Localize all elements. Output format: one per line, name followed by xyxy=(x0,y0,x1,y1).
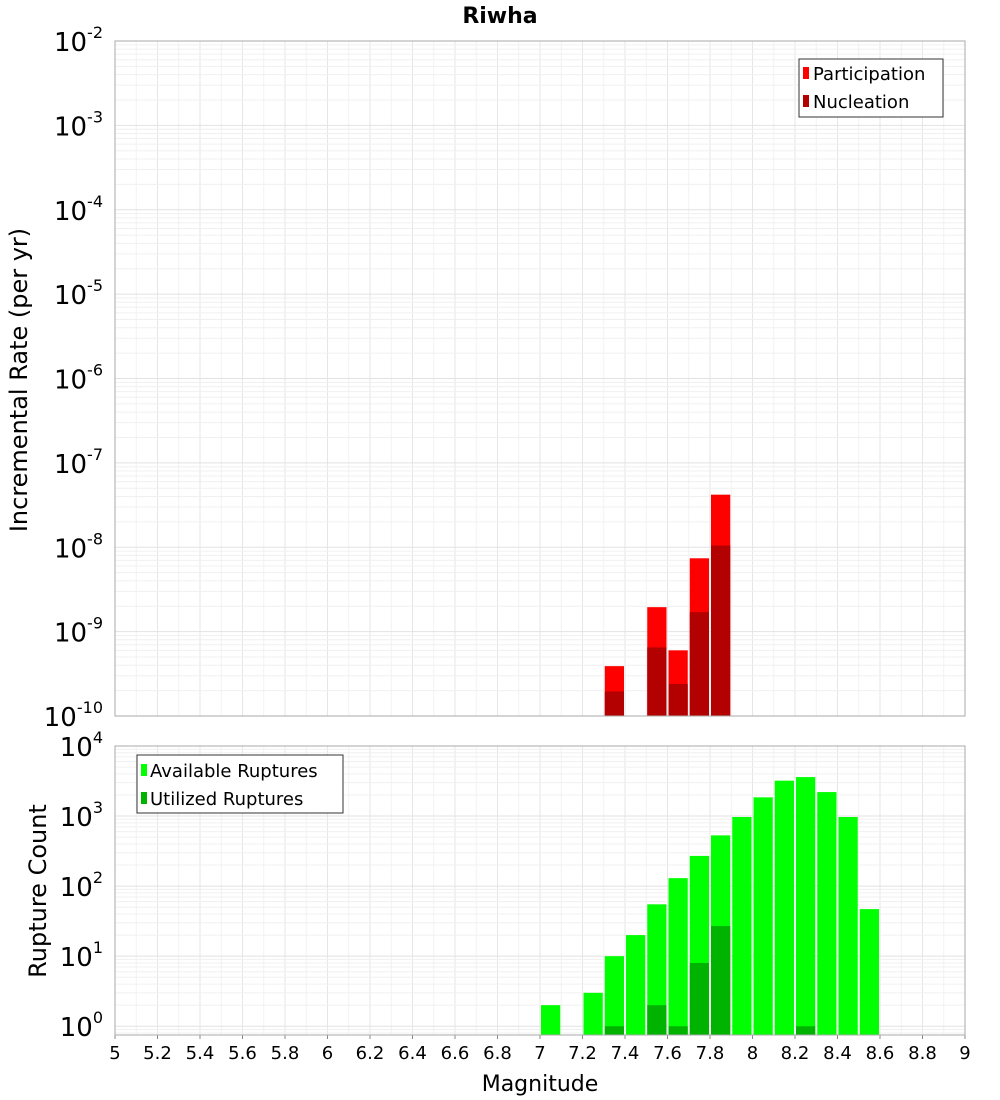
top-bars xyxy=(604,494,731,716)
x-tick-label: 7.8 xyxy=(696,1043,725,1064)
top-y-tick-label: 10-7 xyxy=(54,445,103,480)
bottom-bar-available-ruptures xyxy=(668,878,688,1035)
legend-swatch-available xyxy=(141,764,147,776)
bottom-bar-available-ruptures xyxy=(774,780,794,1035)
x-axis-label: Magnitude xyxy=(482,1072,599,1097)
bottom-bars xyxy=(541,777,879,1035)
x-tick-label: 6.4 xyxy=(398,1043,427,1064)
top-plot-panel: 10-10 10-9 10-8 10-7 10-6 10-5 10-4 10-3 10-2 In… xyxy=(5,23,966,733)
x-tick-label: 5.6 xyxy=(228,1043,257,1064)
bottom-legend-box xyxy=(136,754,344,814)
bottom-bar-available-ruptures xyxy=(626,935,646,1035)
bottom-y-tick-label: 104 xyxy=(60,728,103,763)
legend-label-participation: Participation xyxy=(813,64,925,85)
top-bar-nucleation xyxy=(711,545,731,716)
bottom-bar-utilized-ruptures xyxy=(647,1005,667,1035)
x-tick-label: 7.6 xyxy=(653,1043,682,1064)
x-tick-label: 6.8 xyxy=(483,1043,512,1064)
x-tick-label: 6.2 xyxy=(356,1043,385,1064)
x-tick-label: 8 xyxy=(747,1043,758,1064)
bottom-bar-utilized-ruptures xyxy=(689,962,709,1035)
x-tick-label: 9 xyxy=(959,1043,970,1064)
bottom-y-tick-label: 103 xyxy=(60,798,103,833)
bottom-bar-available-ruptures xyxy=(753,797,773,1035)
top-y-ticks: 10-10 10-9 10-8 10-7 10-6 10-5 10-4 10-3 10-2 xyxy=(44,23,103,733)
bottom-y-tick-label: 100 xyxy=(60,1008,103,1043)
x-ticks: 5 5.2 5.4 5.6 5.8 6 6.2 6.4 6.6 6.8 7 7.2 7.4 7.6 7.8 8… xyxy=(109,1035,971,1064)
bottom-bar-available-ruptures xyxy=(647,904,667,1035)
bottom-bar-available-ruptures xyxy=(817,792,837,1035)
legend-swatch-participation xyxy=(803,67,809,79)
bottom-y-axis-label: Rupture Count xyxy=(24,804,52,978)
bottom-plot-frame xyxy=(114,745,966,1036)
top-grid xyxy=(114,40,966,717)
bottom-bar-utilized-ruptures xyxy=(711,925,731,1035)
x-tick-label: 5 xyxy=(109,1043,120,1064)
bottom-bar-available-ruptures xyxy=(796,777,816,1035)
top-y-tick-label: 10-5 xyxy=(54,276,103,311)
x-tick-label: 7.4 xyxy=(611,1043,640,1064)
x-tick-label: 5.4 xyxy=(186,1043,215,1064)
top-y-tick-label: 10-4 xyxy=(54,192,103,227)
bottom-y-ticks: 100 101 102 103 104 xyxy=(60,728,103,1043)
top-y-tick-label: 10-9 xyxy=(54,614,103,649)
x-tick-label: 8.2 xyxy=(781,1043,810,1064)
bottom-bar-available-ruptures xyxy=(541,1005,561,1035)
bottom-bar-available-ruptures xyxy=(859,909,879,1035)
top-bar-nucleation xyxy=(668,683,688,716)
x-tick-label: 8.8 xyxy=(908,1043,937,1064)
legend-label-utilized: Utilized Ruptures xyxy=(150,789,303,810)
bottom-y-tick-label: 101 xyxy=(60,938,103,973)
top-y-tick-label: 10-10 xyxy=(44,698,103,733)
x-tick-label: 6 xyxy=(322,1043,333,1064)
top-plot-frame xyxy=(114,40,966,717)
bottom-bar-utilized-ruptures xyxy=(668,1026,688,1035)
x-tick-label: 5.8 xyxy=(271,1043,300,1064)
legend-label-nucleation: Nucleation xyxy=(813,92,909,113)
bottom-y-tick-label: 102 xyxy=(60,868,103,903)
x-tick-label: 7 xyxy=(534,1043,545,1064)
bottom-plot-panel: 100 101 102 103 104 5 5.2 5.4 5.6 5.8 6 6.2 6.4 6.6 6… xyxy=(24,728,971,1097)
x-tick-label: 8.4 xyxy=(823,1043,852,1064)
top-legend-box xyxy=(798,58,944,118)
legend-label-available: Available Ruptures xyxy=(150,761,318,782)
x-tick-label: 8.6 xyxy=(866,1043,895,1064)
bottom-bar-available-ruptures xyxy=(732,816,752,1035)
bottom-legend: Available Ruptures Utilized Ruptures xyxy=(136,754,344,814)
bottom-bar-utilized-ruptures xyxy=(604,1026,624,1035)
bottom-bar-available-ruptures xyxy=(604,956,624,1035)
top-legend: Participation Nucleation xyxy=(798,58,944,118)
legend-swatch-nucleation xyxy=(803,95,809,107)
x-tick-label: 7.2 xyxy=(568,1043,597,1064)
top-y-tick-label: 10-2 xyxy=(54,23,103,58)
top-bar-nucleation xyxy=(689,612,709,716)
bottom-bar-utilized-ruptures xyxy=(796,1026,816,1035)
top-bar-nucleation xyxy=(604,691,624,716)
chart-title: Riwha xyxy=(462,4,537,29)
top-y-axis-label: Incremental Rate (per yr) xyxy=(5,228,33,532)
x-tick-label: 5.2 xyxy=(143,1043,172,1064)
bottom-bar-available-ruptures xyxy=(583,992,603,1035)
top-y-tick-label: 10-8 xyxy=(54,529,103,564)
bottom-bar-available-ruptures xyxy=(838,816,858,1035)
x-tick-label: 6.6 xyxy=(441,1043,470,1064)
legend-swatch-utilized xyxy=(141,792,147,804)
top-bar-nucleation xyxy=(647,647,667,716)
top-y-tick-label: 10-3 xyxy=(54,107,103,142)
top-y-tick-label: 10-6 xyxy=(54,361,103,396)
